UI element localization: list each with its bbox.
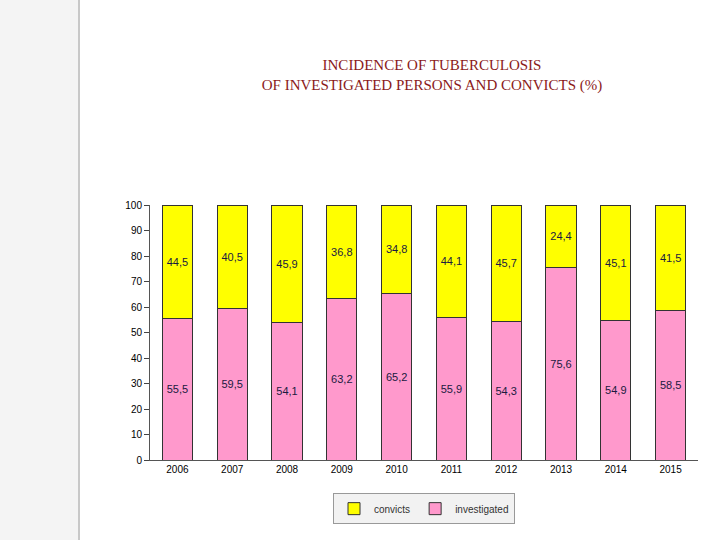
svg-text:44,1: 44,1	[441, 255, 462, 267]
svg-text:10: 10	[131, 429, 143, 440]
svg-text:2008: 2008	[276, 464, 299, 475]
svg-text:30: 30	[131, 378, 143, 389]
svg-text:2007: 2007	[221, 464, 244, 475]
svg-text:2013: 2013	[550, 464, 573, 475]
svg-text:50: 50	[131, 327, 143, 338]
svg-text:40,5: 40,5	[221, 251, 242, 263]
svg-text:2009: 2009	[331, 464, 354, 475]
svg-text:90: 90	[131, 225, 143, 236]
svg-text:80: 80	[131, 251, 143, 262]
svg-text:2015: 2015	[659, 464, 682, 475]
svg-text:40: 40	[131, 353, 143, 364]
svg-text:0: 0	[136, 455, 142, 466]
svg-text:convicts: convicts	[374, 504, 410, 515]
svg-text:investigated: investigated	[455, 504, 508, 515]
svg-text:41,5: 41,5	[660, 252, 681, 264]
svg-text:45,9: 45,9	[276, 258, 297, 270]
svg-text:20: 20	[131, 404, 143, 415]
svg-text:55,5: 55,5	[167, 383, 188, 395]
svg-text:34,8: 34,8	[386, 243, 407, 255]
svg-text:59,5: 59,5	[221, 378, 242, 390]
svg-text:100: 100	[125, 200, 142, 211]
svg-text:2010: 2010	[385, 464, 408, 475]
svg-text:45,7: 45,7	[495, 257, 516, 269]
svg-text:44,5: 44,5	[167, 256, 188, 268]
svg-text:INCIDENCE OF TUBERCULOSISOF IN: INCIDENCE OF TUBERCULOSISOF INVESTIGATED…	[262, 57, 602, 94]
svg-text:70: 70	[131, 276, 143, 287]
svg-text:36,8: 36,8	[331, 246, 352, 258]
svg-text:54,9: 54,9	[605, 384, 626, 396]
svg-text:55,9: 55,9	[441, 383, 462, 395]
svg-text:65,2: 65,2	[386, 371, 407, 383]
svg-text:54,1: 54,1	[276, 385, 297, 397]
svg-text:54,3: 54,3	[495, 385, 516, 397]
svg-text:58,5: 58,5	[660, 379, 681, 391]
svg-text:2014: 2014	[605, 464, 628, 475]
svg-text:2011: 2011	[441, 464, 463, 475]
svg-text:45,1: 45,1	[605, 257, 626, 269]
svg-text:24,4: 24,4	[550, 230, 571, 242]
svg-text:75,6: 75,6	[550, 358, 571, 370]
svg-text:63,2: 63,2	[331, 373, 352, 385]
svg-text:2012: 2012	[495, 464, 518, 475]
svg-text:2006: 2006	[166, 464, 189, 475]
svg-text:60: 60	[131, 302, 143, 313]
